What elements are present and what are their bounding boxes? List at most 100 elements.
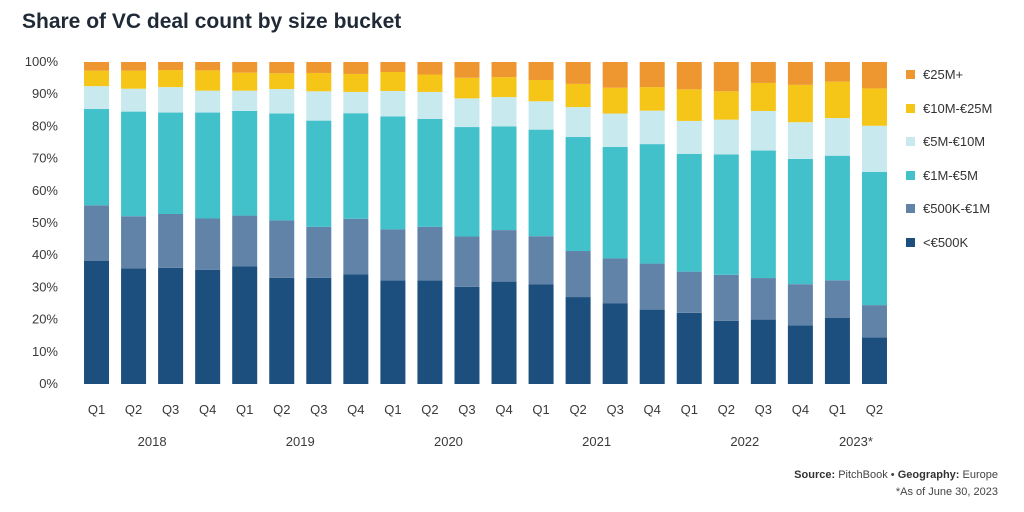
bar-segment-25m bbox=[713, 62, 739, 92]
bar-segment-5m10m bbox=[639, 110, 665, 145]
bar-segment-25m bbox=[232, 62, 258, 73]
bar-segment-25m bbox=[787, 62, 813, 85]
bar-segment-500k1m bbox=[269, 220, 295, 278]
bar-segment-10m25m bbox=[269, 73, 295, 90]
legend-item: <€500K bbox=[906, 226, 992, 260]
bar-segment-25m bbox=[84, 62, 110, 71]
bar-segment-500k bbox=[380, 280, 406, 384]
bar-segment-5m10m bbox=[232, 90, 258, 111]
bar-segment-500k bbox=[491, 281, 517, 384]
bar-segment-1m5m bbox=[380, 116, 406, 230]
bar-segment-10m25m bbox=[787, 84, 813, 123]
year-label: 2023* bbox=[839, 434, 873, 449]
bar-segment-10m25m bbox=[491, 77, 517, 98]
bar-segment-500k1m bbox=[380, 229, 406, 281]
bar-segment-10m25m bbox=[861, 88, 887, 126]
bar-segment-25m bbox=[158, 62, 184, 71]
y-tick-label: 70% bbox=[32, 151, 58, 166]
bar-segment-500k1m bbox=[306, 226, 332, 278]
geography-value: Europe bbox=[962, 469, 998, 481]
bar-segment-1m5m bbox=[84, 109, 110, 206]
bar-segment-5m10m bbox=[195, 90, 221, 113]
bar-segment-1m5m bbox=[195, 112, 221, 219]
bar-segment-500k1m bbox=[528, 236, 554, 285]
bar-segment-25m bbox=[861, 62, 887, 89]
bar-segment-25m bbox=[195, 62, 221, 71]
legend-label: €10M-€25M bbox=[923, 100, 993, 116]
bar-segment-1m5m bbox=[565, 137, 591, 252]
bar-segment-500k bbox=[269, 277, 295, 384]
bar-segment-25m bbox=[306, 62, 332, 73]
bar-segment-25m bbox=[528, 62, 554, 81]
bar-segment-10m25m bbox=[639, 87, 665, 111]
legend-label: €5M-€10M bbox=[923, 134, 986, 150]
bar-segment-10m25m bbox=[232, 72, 258, 91]
bar-segment-5m10m bbox=[269, 89, 295, 114]
x-tick-label: Q3 bbox=[162, 402, 179, 417]
bar-segment-500k1m bbox=[195, 218, 221, 270]
bar-segment-500k bbox=[861, 337, 887, 384]
legend-item: €5M-€10M bbox=[906, 125, 992, 159]
bar-segment-1m5m bbox=[787, 158, 813, 285]
bar-segment-10m25m bbox=[824, 81, 850, 119]
legend-label: €25M+ bbox=[923, 67, 964, 83]
legend-label: €500K-€1M bbox=[923, 201, 991, 217]
year-label: 2018 bbox=[138, 434, 167, 449]
y-tick-label: 20% bbox=[32, 312, 58, 327]
bar-segment-500k1m bbox=[417, 226, 443, 281]
bar-segment-500k bbox=[713, 320, 739, 384]
chart-title: Share of VC deal count by size bucket bbox=[22, 10, 402, 33]
x-tick-label: Q3 bbox=[458, 402, 475, 417]
bar-segment-10m25m bbox=[454, 77, 480, 99]
bar-segment-5m10m bbox=[676, 120, 702, 154]
bar-segment-10m25m bbox=[380, 71, 406, 91]
bar-segment-25m bbox=[676, 62, 702, 90]
bar-segment-5m10m bbox=[528, 101, 554, 130]
bar-segment-500k bbox=[639, 309, 665, 384]
y-tick-label: 80% bbox=[32, 118, 58, 133]
bar-segment-500k1m bbox=[639, 263, 665, 310]
legend-swatch bbox=[906, 204, 915, 214]
legend-swatch bbox=[906, 170, 915, 180]
bar-segment-5m10m bbox=[84, 86, 110, 110]
bar-segment-25m bbox=[269, 62, 295, 74]
x-tick-label: Q1 bbox=[829, 402, 846, 417]
bar-segment-25m bbox=[454, 62, 480, 78]
bar-segment-500k1m bbox=[491, 230, 517, 282]
footnote: *As of June 30, 2023 bbox=[895, 486, 998, 498]
bar-segment-25m bbox=[565, 62, 591, 84]
year-label: 2021 bbox=[582, 434, 611, 449]
bar-segment-500k bbox=[824, 317, 850, 384]
source-label: Source: bbox=[794, 469, 836, 481]
bar-segment-1m5m bbox=[232, 110, 258, 216]
bar-segment-1m5m bbox=[676, 153, 702, 272]
bar-segment-10m25m bbox=[750, 82, 776, 111]
bar-segment-10m25m bbox=[565, 83, 591, 108]
bar-segment-500k1m bbox=[565, 251, 591, 298]
bar-segment-500k1m bbox=[454, 236, 480, 287]
bar-segment-10m25m bbox=[417, 74, 443, 92]
bar-segment-1m5m bbox=[713, 154, 739, 275]
bar-segment-500k1m bbox=[676, 271, 702, 313]
bar-segment-500k1m bbox=[232, 215, 258, 267]
legend-label: <€500K bbox=[923, 234, 969, 250]
bar-segment-1m5m bbox=[454, 127, 480, 237]
bar-segment-500k1m bbox=[121, 216, 147, 269]
bar-segment-5m10m bbox=[380, 90, 406, 117]
bar-segment-10m25m bbox=[602, 87, 628, 114]
bar-segment-1m5m bbox=[491, 126, 517, 231]
bar-segment-1m5m bbox=[417, 118, 443, 227]
x-tick-label: Q4 bbox=[495, 402, 512, 417]
legend-swatch bbox=[906, 103, 915, 113]
bar-segment-500k1m bbox=[84, 205, 110, 261]
bar-segment-25m bbox=[750, 62, 776, 83]
source-value: PitchBook bbox=[838, 469, 888, 481]
bar-segment-500k bbox=[84, 260, 110, 384]
bar-segment-500k bbox=[158, 267, 184, 384]
bar-segment-10m25m bbox=[713, 91, 739, 120]
x-tick-label: Q4 bbox=[199, 402, 216, 417]
bar-segment-1m5m bbox=[343, 113, 369, 219]
bar-segment-5m10m bbox=[454, 98, 480, 128]
year-label: 2020 bbox=[434, 434, 463, 449]
